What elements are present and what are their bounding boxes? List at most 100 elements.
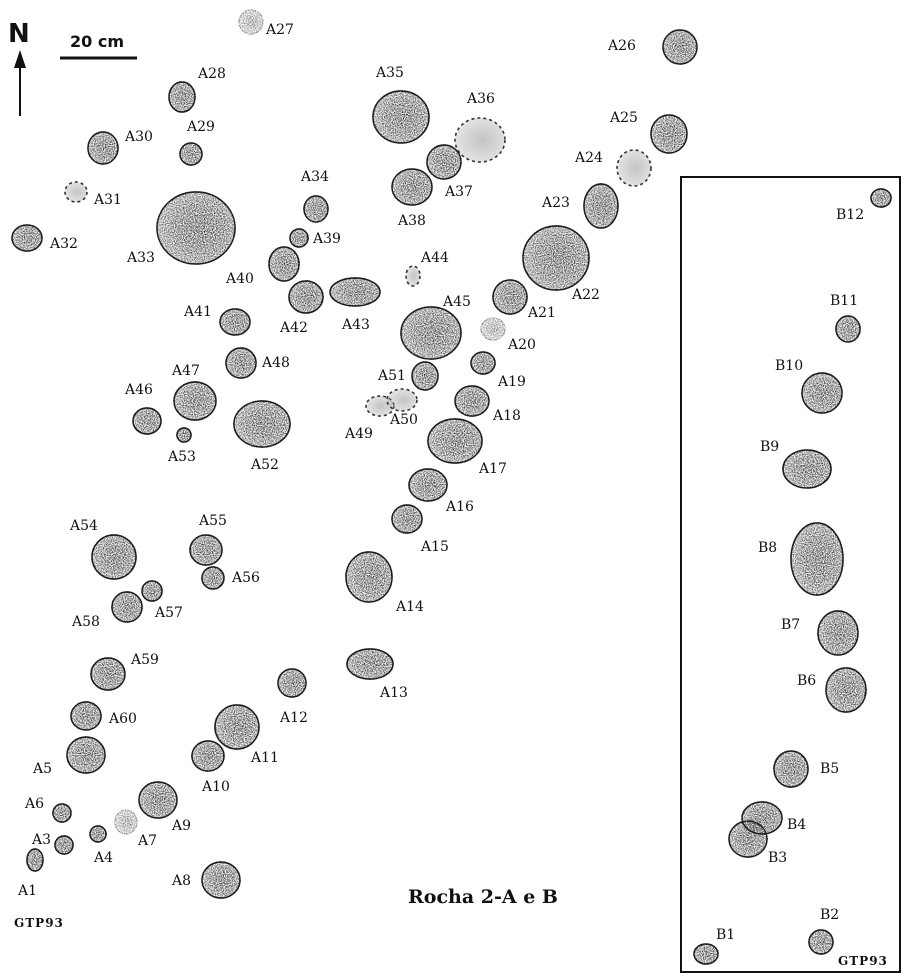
engraving-outline-a43 <box>329 277 381 307</box>
engraving-outline-a40 <box>268 246 300 282</box>
feature-a24: A24 <box>574 149 652 187</box>
feature-a31: A31 <box>64 181 122 208</box>
feature-label-a21: A21 <box>527 305 556 321</box>
engraving-outline-b2 <box>808 929 834 955</box>
feature-a44: A44 <box>405 250 449 287</box>
feature-a6: A6 <box>24 796 72 823</box>
engraving-outline-a10 <box>191 740 225 772</box>
feature-label-a43: A43 <box>341 317 370 333</box>
feature-label-a19: A19 <box>497 374 526 390</box>
feature-label-a53: A53 <box>167 449 196 465</box>
engraving-a50 <box>386 388 418 412</box>
feature-b12: B12 <box>836 188 892 223</box>
engraving-outline-a38 <box>391 168 433 206</box>
feature-a54: A54 <box>69 518 137 580</box>
north-label: N <box>8 19 30 49</box>
engraving-outline-a25 <box>650 114 688 154</box>
feature-label-a5: A5 <box>32 761 52 777</box>
feature-a13: A13 <box>346 648 408 701</box>
feature-a48: A48 <box>225 347 290 379</box>
feature-a56: A56 <box>201 566 260 590</box>
engraving-outline-b8 <box>790 522 844 596</box>
feature-label-a17: A17 <box>478 461 507 477</box>
feature-label-a39: A39 <box>312 231 341 247</box>
engraving-outline-a46 <box>132 407 162 435</box>
feature-a11: A11 <box>214 704 279 766</box>
feature-a45: A45 <box>400 294 471 360</box>
feature-label-a34: A34 <box>300 169 329 185</box>
panel-b-frame <box>680 176 901 973</box>
feature-a30: A30 <box>87 129 153 165</box>
feature-a32: A32 <box>11 224 78 252</box>
feature-a28: A28 <box>168 66 226 113</box>
engraving-outline-a26 <box>662 29 698 65</box>
feature-label-b11: B11 <box>830 293 858 309</box>
engraving-outline-a1 <box>26 848 44 872</box>
engraving-outline-a60 <box>70 701 102 731</box>
feature-label-a8: A8 <box>171 873 191 889</box>
feature-b1: B1 <box>693 927 735 965</box>
engraving-outline-b7 <box>817 610 859 656</box>
feature-label-a3: A3 <box>31 832 51 848</box>
engraving-a44 <box>405 265 421 287</box>
engraving-outline-b5 <box>773 750 809 788</box>
engraving-outline-b4 <box>741 801 783 835</box>
caption: Rocha 2-A e B <box>408 886 558 908</box>
feature-a1: A1 <box>17 848 44 899</box>
engraving-outline-a18 <box>454 385 490 417</box>
engraving-outline-a5 <box>66 736 106 774</box>
feature-a59: A59 <box>90 652 159 691</box>
feature-label-a4: A4 <box>93 850 113 866</box>
feature-label-a33: A33 <box>126 250 155 266</box>
feature-label-a54: A54 <box>69 518 98 534</box>
engraving-outline-a17 <box>427 418 483 464</box>
feature-b5: B5 <box>773 750 839 788</box>
engraving-outline-a28 <box>168 81 196 113</box>
feature-a51: A51 <box>377 361 439 391</box>
engraving-outline-a54 <box>91 534 137 580</box>
feature-a10: A10 <box>191 740 230 795</box>
feature-a58: A58 <box>71 591 143 630</box>
feature-a12: A12 <box>277 668 308 726</box>
feature-label-b3: B3 <box>768 850 787 866</box>
engraving-outline-a53 <box>176 427 192 443</box>
feature-a17: A17 <box>427 418 507 477</box>
feature-label-a20: A20 <box>507 337 536 353</box>
feature-label-a13: A13 <box>379 685 408 701</box>
feature-a19: A19 <box>470 351 526 390</box>
feature-a27: A27 <box>238 9 294 38</box>
engraving-outline-b10 <box>801 372 843 414</box>
feature-label-b2: B2 <box>820 907 839 923</box>
engraving-outline-a30 <box>87 131 119 165</box>
engraving-outline-a23 <box>583 183 619 229</box>
feature-a15: A15 <box>391 504 449 555</box>
feature-a38: A38 <box>391 168 433 229</box>
engraving-outline-a55 <box>189 534 223 566</box>
feature-a47: A47 <box>171 363 217 421</box>
engraving-outline-a9 <box>138 781 178 819</box>
feature-label-a32: A32 <box>49 236 78 252</box>
feature-label-b9: B9 <box>760 439 779 455</box>
feature-a21: A21 <box>492 279 556 321</box>
feature-label-a59: A59 <box>130 652 159 668</box>
feature-label-a16: A16 <box>445 499 474 515</box>
feature-label-a22: A22 <box>571 287 600 303</box>
engraving-outline-a6 <box>52 803 72 823</box>
feature-a7: A7 <box>114 809 157 849</box>
feature-label-a37: A37 <box>444 184 473 200</box>
engraving-outline-a42 <box>288 280 324 314</box>
north-arrow-icon <box>14 50 26 116</box>
feature-label-a28: A28 <box>197 66 226 82</box>
feature-label-a55: A55 <box>198 513 227 529</box>
feature-a53: A53 <box>167 427 196 465</box>
feature-label-b4: B4 <box>787 817 806 833</box>
feature-label-b5: B5 <box>820 761 839 777</box>
engraving-outline-b1 <box>693 943 719 965</box>
feature-a41: A41 <box>183 304 251 336</box>
feature-label-b7: B7 <box>781 617 800 633</box>
feature-label-b6: B6 <box>797 673 816 689</box>
engraving-outline-a47 <box>173 381 217 421</box>
feature-label-b8: B8 <box>758 540 777 556</box>
engraving-outline-a45 <box>400 306 462 360</box>
